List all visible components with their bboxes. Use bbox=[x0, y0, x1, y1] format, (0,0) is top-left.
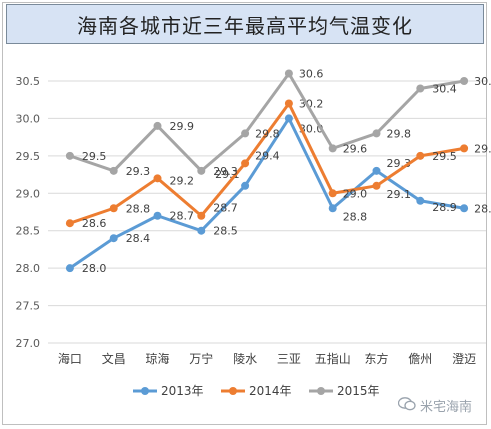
data-point bbox=[197, 166, 206, 175]
x-tick-label: 东方 bbox=[364, 351, 388, 366]
data-label: 29.8 bbox=[255, 127, 280, 140]
data-point bbox=[109, 234, 118, 243]
data-label: 28.8 bbox=[343, 210, 368, 223]
chart-frame bbox=[2, 2, 487, 425]
data-point bbox=[372, 166, 381, 175]
data-point bbox=[241, 129, 250, 138]
data-point bbox=[372, 129, 381, 138]
y-tick-label: 27.5 bbox=[16, 300, 41, 313]
data-point bbox=[328, 189, 337, 198]
legend-marker bbox=[229, 387, 237, 395]
y-tick-label: 29.5 bbox=[16, 150, 41, 163]
data-label: 28.0 bbox=[82, 262, 107, 275]
chart-title: 海南各城市近三年最高平均气温变化 bbox=[6, 4, 484, 44]
y-tick-label: 30.5 bbox=[16, 75, 41, 88]
data-point bbox=[328, 144, 337, 153]
data-label: 29.6 bbox=[343, 142, 368, 155]
data-point bbox=[460, 144, 469, 153]
data-point bbox=[153, 174, 162, 183]
series-line bbox=[69, 72, 465, 173]
x-tick-label: 陵水 bbox=[233, 352, 257, 366]
x-tick-label: 海口 bbox=[58, 351, 82, 366]
data-label: 29.5 bbox=[432, 150, 457, 163]
data-label: 28.5 bbox=[213, 225, 238, 238]
data-label: 29.9 bbox=[170, 120, 195, 133]
data-point bbox=[284, 99, 293, 108]
data-label: 29.6 bbox=[474, 142, 491, 155]
data-point bbox=[284, 69, 293, 78]
data-label: 29.1 bbox=[387, 188, 412, 201]
data-point bbox=[65, 219, 74, 228]
watermark: 米宅海南 bbox=[397, 396, 473, 415]
data-point bbox=[197, 211, 206, 220]
data-point bbox=[65, 151, 74, 160]
legend-label: 2014年 bbox=[249, 384, 292, 398]
series-line bbox=[69, 116, 465, 270]
data-label: 29.0 bbox=[343, 187, 368, 200]
data-label: 28.8 bbox=[126, 202, 151, 215]
data-point bbox=[109, 166, 118, 175]
y-tick-label: 29.0 bbox=[16, 187, 41, 200]
data-point bbox=[153, 211, 162, 220]
data-point bbox=[109, 204, 118, 213]
x-tick-label: 澄迈 bbox=[452, 351, 476, 366]
legend-label: 2013年 bbox=[161, 384, 204, 398]
data-point bbox=[241, 181, 250, 190]
data-point bbox=[372, 181, 381, 190]
data-label: 28.7 bbox=[170, 210, 195, 223]
data-point bbox=[416, 151, 425, 160]
data-label: 30.4 bbox=[432, 82, 457, 95]
data-label: 29.4 bbox=[255, 149, 280, 162]
data-point bbox=[416, 84, 425, 93]
data-point bbox=[65, 264, 74, 273]
data-point bbox=[153, 121, 162, 130]
data-label: 30.5 bbox=[474, 75, 491, 88]
data-point bbox=[460, 77, 469, 85]
wechat-icon bbox=[397, 396, 416, 415]
data-point bbox=[460, 204, 469, 213]
data-point bbox=[328, 204, 337, 213]
legend-marker bbox=[317, 387, 325, 395]
data-label: 30.0 bbox=[299, 122, 324, 135]
series-line bbox=[69, 101, 465, 225]
data-label: 28.6 bbox=[82, 217, 107, 230]
x-tick-label: 儋州 bbox=[408, 352, 432, 366]
data-point bbox=[416, 196, 425, 205]
x-tick-label: 五指山 bbox=[315, 351, 351, 366]
legend-marker bbox=[141, 387, 149, 395]
data-label: 29.5 bbox=[82, 150, 107, 163]
x-tick-label: 琼海 bbox=[145, 351, 169, 366]
data-point bbox=[241, 159, 250, 168]
y-tick-label: 27.0 bbox=[16, 337, 41, 350]
data-point bbox=[197, 226, 206, 235]
data-label: 28.4 bbox=[126, 232, 151, 245]
y-tick-label: 30.0 bbox=[16, 112, 41, 125]
watermark-text: 米宅海南 bbox=[420, 400, 473, 415]
data-label: 29.8 bbox=[387, 127, 412, 140]
data-label: 28.9 bbox=[432, 201, 457, 214]
x-tick-label: 文昌 bbox=[102, 351, 126, 366]
data-label: 29.2 bbox=[170, 174, 195, 187]
data-label: 29.3 bbox=[213, 165, 238, 178]
x-tick-label: 三亚 bbox=[277, 352, 301, 366]
data-label: 28.8 bbox=[474, 202, 491, 215]
data-point bbox=[284, 114, 293, 123]
y-tick-label: 28.0 bbox=[16, 262, 41, 275]
data-label: 28.7 bbox=[213, 202, 238, 215]
data-label: 30.6 bbox=[299, 68, 324, 81]
legend-label: 2015年 bbox=[337, 384, 380, 398]
y-tick-label: 28.5 bbox=[16, 225, 41, 238]
x-tick-label: 万宁 bbox=[189, 351, 213, 366]
data-label: 29.3 bbox=[126, 165, 151, 178]
